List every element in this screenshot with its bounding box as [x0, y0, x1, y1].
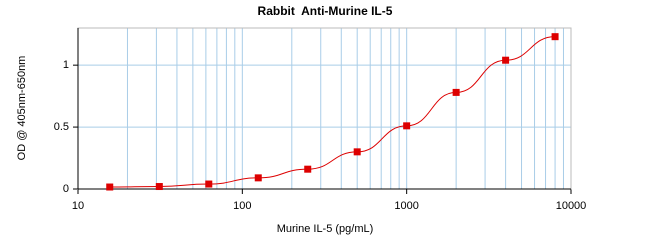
x-tick-label: 10 — [72, 200, 84, 212]
data-point — [155, 183, 163, 191]
y-axis-label: OD @ 405nm-650nm — [16, 56, 28, 161]
data-point — [403, 122, 411, 130]
chart-title: Rabbit Anti-Murine IL-5 — [258, 4, 393, 18]
data-point — [304, 165, 312, 173]
data-point — [205, 180, 213, 188]
data-point — [551, 33, 559, 41]
plot-frame — [77, 27, 572, 190]
y-tick-label: 1 — [63, 59, 69, 71]
x-tick-label: 10000 — [556, 200, 587, 212]
fit-curve — [109, 36, 556, 188]
x-tick-label: 1000 — [394, 200, 418, 212]
data-point — [353, 148, 361, 156]
x-tick-label: 100 — [233, 200, 251, 212]
y-tick-label: 0 — [63, 183, 69, 195]
data-point — [502, 56, 510, 64]
data-point — [452, 88, 460, 96]
y-tick-label: 0.5 — [54, 121, 69, 133]
data-point — [254, 174, 262, 182]
x-axis-label: Murine IL-5 (pg/mL) — [277, 223, 374, 235]
data-point — [106, 183, 114, 191]
